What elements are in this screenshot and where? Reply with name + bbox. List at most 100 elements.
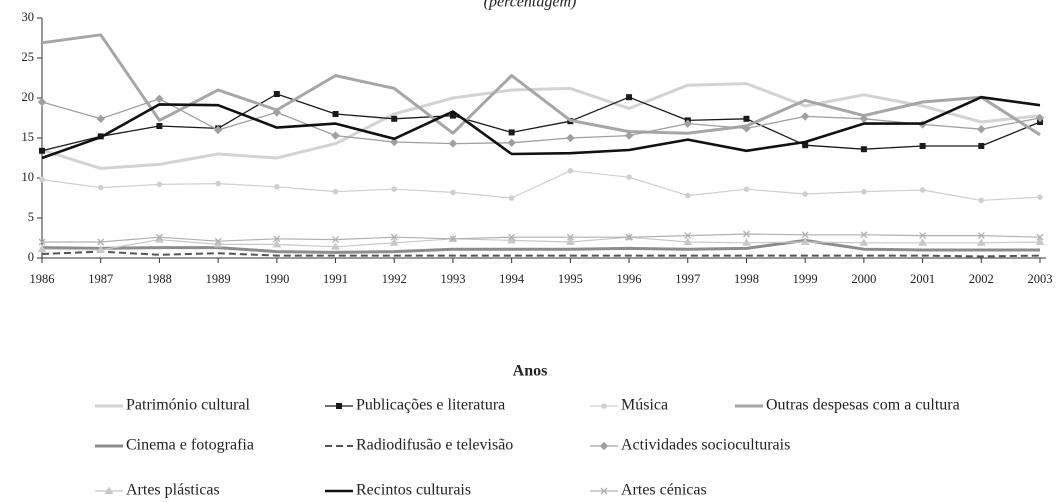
data-point <box>331 131 340 140</box>
chart-subtitle: (percentagem) <box>484 0 577 11</box>
data-point <box>684 232 692 240</box>
y-tick-label: 30 <box>22 10 35 24</box>
data-point <box>96 245 106 253</box>
data-point <box>96 114 105 124</box>
y-tick-label: 10 <box>22 170 35 184</box>
data-point <box>37 97 47 107</box>
data-point <box>155 94 164 104</box>
x-tick-label: 1989 <box>206 272 231 286</box>
legend-marker <box>104 486 114 494</box>
series-line <box>41 170 1041 201</box>
data-point <box>508 233 516 241</box>
legend-label: Outras despesas com a cultura <box>766 397 960 414</box>
data-point <box>156 181 163 188</box>
data-point <box>624 131 634 140</box>
data-point <box>1035 237 1045 245</box>
data-point <box>742 124 751 133</box>
data-point <box>273 235 281 243</box>
data-point <box>450 189 456 196</box>
x-tick-label: 2000 <box>851 272 876 286</box>
data-point <box>800 237 810 245</box>
data-point <box>626 94 633 101</box>
data-point <box>978 143 985 149</box>
data-point <box>683 119 692 128</box>
data-point <box>1035 113 1045 123</box>
data-point <box>97 238 105 246</box>
data-point <box>977 124 986 134</box>
series-line <box>41 95 1041 160</box>
x-tick-label: 1990 <box>264 272 289 286</box>
x-tick-label: 2002 <box>969 272 994 286</box>
data-point <box>919 232 927 240</box>
legend-label: Artes cénicas <box>621 482 707 499</box>
series-line <box>42 233 1041 243</box>
data-point <box>978 197 985 204</box>
data-point <box>566 133 575 143</box>
legend-label: Património cultural <box>126 397 251 414</box>
series-line <box>41 236 1041 251</box>
x-tick-label: 1993 <box>440 272 465 286</box>
data-point <box>449 235 457 243</box>
data-point <box>448 139 458 148</box>
legend-label: Radiodifusão e televisão <box>356 437 513 454</box>
data-point <box>861 188 867 195</box>
data-point <box>802 191 808 197</box>
legend-label: Música <box>621 397 668 414</box>
x-tick-label: 1994 <box>499 272 525 286</box>
x-tick-label: 1998 <box>734 272 759 286</box>
series-line <box>41 93 1041 152</box>
series-line <box>41 33 1041 137</box>
data-point <box>860 231 868 239</box>
data-point <box>566 233 574 241</box>
data-point <box>683 237 693 245</box>
x-tick-label: 1992 <box>382 272 407 286</box>
data-point <box>390 233 398 241</box>
x-tick-label: 1987 <box>88 272 113 286</box>
data-point <box>214 237 222 245</box>
data-point <box>391 115 398 122</box>
data-point <box>625 233 633 241</box>
x-tick-label: 1991 <box>323 272 348 286</box>
x-tick-label: 1997 <box>675 272 700 286</box>
data-point <box>272 239 282 248</box>
data-point <box>743 115 750 122</box>
data-point <box>389 238 399 246</box>
data-point <box>567 168 574 174</box>
data-point <box>39 147 45 154</box>
data-point <box>508 195 515 201</box>
data-point <box>1037 194 1043 200</box>
legend-label: Cinema e fotografia <box>126 437 254 454</box>
x-tick-label: 1986 <box>30 272 55 286</box>
legend-marker <box>601 403 607 409</box>
x-tick-label: 1988 <box>147 272 172 286</box>
data-point <box>918 238 927 246</box>
data-point <box>215 180 221 187</box>
x-tick-label: 1996 <box>617 272 642 286</box>
data-point <box>507 235 517 244</box>
series-line <box>41 82 1041 170</box>
x-tick-label: 2001 <box>910 272 935 286</box>
x-axis-label: Anos <box>513 363 548 380</box>
data-point <box>391 186 398 192</box>
data-point <box>977 232 985 240</box>
data-point <box>39 176 45 183</box>
data-point <box>156 123 163 129</box>
data-point <box>332 188 339 195</box>
y-tick-label: 25 <box>22 50 35 64</box>
data-point <box>626 174 632 180</box>
data-point <box>213 125 223 135</box>
data-point <box>332 111 339 117</box>
data-point <box>213 239 223 248</box>
data-point <box>860 146 867 153</box>
y-tick-label: 15 <box>22 130 35 144</box>
data-point <box>97 184 104 191</box>
legend-marker <box>600 487 608 495</box>
data-point <box>274 184 280 190</box>
series-line <box>41 98 1041 145</box>
data-point <box>273 91 280 97</box>
y-tick-label: 20 <box>22 90 35 104</box>
data-point <box>565 237 575 245</box>
data-point <box>742 238 751 246</box>
data-point <box>332 236 339 244</box>
